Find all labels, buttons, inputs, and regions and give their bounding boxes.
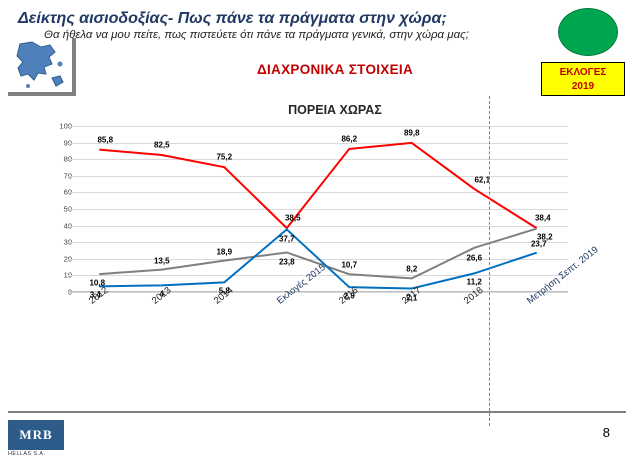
chart-data-label: 23,7: [530, 239, 547, 249]
chart-gridline: [68, 192, 568, 194]
chart-data-label: 89,8: [403, 128, 420, 138]
chart-y-tick-label: 40: [63, 221, 72, 231]
chart-data-label: 13,5: [153, 256, 170, 266]
chart-y-tick-label: 80: [63, 154, 72, 164]
elections-callout-box: ΕΚΛΟΓΕΣ 2019: [541, 62, 625, 96]
decorative-divider-vertical: [72, 38, 76, 96]
chart-data-label: 2,9: [343, 291, 355, 301]
greece-map-icon: [8, 40, 68, 92]
chart-line-series-0: [99, 141, 538, 230]
chart-y-tick-label: 10: [63, 270, 72, 280]
chart-line-series-2: [99, 228, 538, 290]
chart-y-tick-label: 100: [59, 121, 72, 131]
chart-gridline: [68, 292, 568, 293]
chart-gridline: [68, 126, 568, 127]
election-marker-line: [489, 96, 490, 426]
chart-data-label: 11,2: [466, 277, 482, 287]
page-subtitle: Θα ήθελα να μου πείτε, πως πιστεύετε ότι…: [44, 29, 469, 41]
section-banner: ΔΙΑΧΡΟΝΙΚΑ ΣΤΟΙΧΕΙΑ: [256, 62, 414, 77]
chart-data-label: 23,8: [278, 257, 295, 267]
decorative-divider-horizontal: [8, 92, 76, 96]
chart-data-label: 10,7: [341, 260, 358, 270]
chart-data-label: 82,5: [153, 140, 170, 150]
chart-data-label: 62,1: [474, 175, 491, 185]
chart-data-label: 38,2: [536, 232, 553, 242]
page-number: 8: [602, 425, 610, 440]
chart-y-tick-label: 20: [63, 254, 72, 264]
chart-gridline: [68, 175, 568, 177]
chart-data-label: 2,1: [406, 293, 418, 302]
chart-data-label: 26,6: [466, 253, 483, 263]
chart-title: ΠΟΡΕΙΑ ΧΩΡΑΣ: [288, 103, 382, 117]
chart-data-label: 37,7: [278, 234, 295, 244]
chart-x-axis-line: [68, 291, 568, 292]
mrb-logo: MRB: [8, 420, 64, 450]
chart-data-label: 86,2: [341, 134, 358, 144]
chart-y-tick-label: 30: [63, 237, 72, 247]
elections-callout-line2: 2019: [571, 81, 595, 92]
chart-data-label: 5,8: [218, 286, 230, 296]
chart-gridline: [68, 159, 568, 161]
chart-gridline: [68, 209, 568, 210]
chart-data-label: 75,2: [216, 152, 233, 162]
elections-callout-line1: ΕΚΛΟΓΕΣ: [559, 67, 607, 78]
chart-y-tick-label: 60: [63, 187, 72, 197]
chart-data-label: 18,9: [216, 247, 233, 257]
chart-line-series-1: [99, 227, 538, 280]
chart-plot-area: 85,8 82,5 75,2 38,5 86,2 89,8 62,1 38,4 10,8 13,5…: [68, 126, 568, 302]
chart-data-label: 38,5: [284, 213, 301, 223]
chart-y-tick-label: 70: [63, 171, 72, 181]
chart-data-label: 3,4: [89, 290, 101, 300]
chart-series-canvas: [99, 141, 538, 290]
chart-data-label: 4: [159, 289, 164, 299]
chart-y-tick-label: 90: [63, 138, 72, 148]
chart-data-label: 10,8: [89, 278, 106, 288]
chart-data-label: 85,8: [97, 135, 114, 145]
page-title: Δείκτης αισιοδοξίας- Πως πάνε τα πράγματ…: [18, 10, 447, 27]
footer-divider: [8, 411, 626, 413]
green-circle-decoration: [558, 8, 618, 56]
chart-data-label: 8,2: [406, 264, 418, 274]
chart-gridline: [68, 275, 568, 277]
chart-data-label: 38,4: [534, 213, 551, 223]
chart-gridline: [68, 142, 568, 144]
chart-gridline: [68, 225, 568, 227]
chart-gridline: [68, 242, 568, 244]
mrb-logo-subtext: HELLAS S.A.: [8, 451, 46, 457]
chart-y-tick-label: 50: [63, 204, 72, 214]
